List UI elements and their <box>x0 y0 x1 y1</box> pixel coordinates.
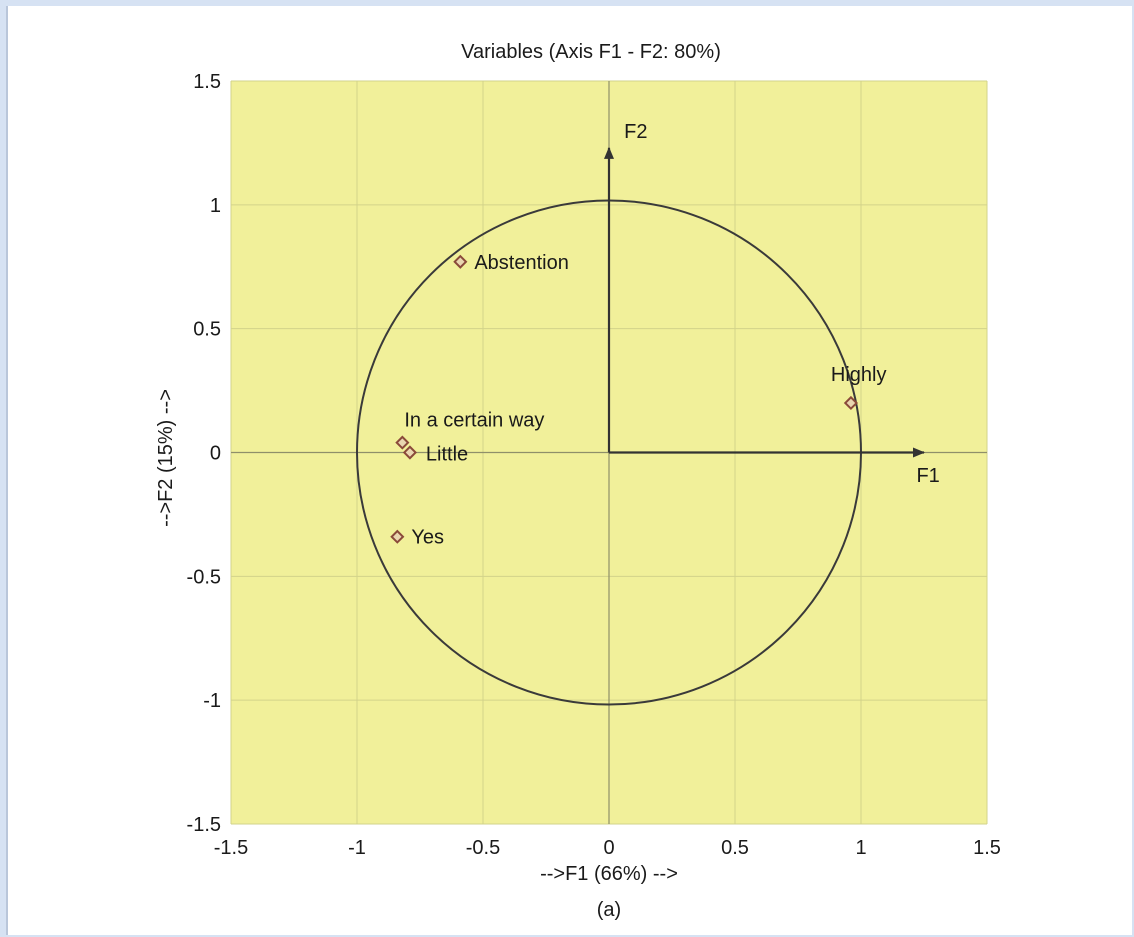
figure-caption: (a) <box>597 899 621 921</box>
y-tick-label: -0.5 <box>187 566 221 588</box>
figure-frame: F1 F2 -1.5 -1 -0.5 0 0.5 1 1.5 1.5 1 0.5 0 -0.5 -1 -1… <box>6 6 1132 935</box>
y-tick-label: 0 <box>210 443 221 465</box>
tick-labels: -1.5 -1 -0.5 0 0.5 1 1.5 1.5 1 0.5 0 -0.5 -1 -1.5 <box>187 71 1001 859</box>
data-point-marker <box>395 435 410 450</box>
data-point-marker <box>390 529 405 544</box>
data-point-label: In a certain way <box>404 410 544 432</box>
y-tick-label: -1 <box>203 690 221 712</box>
x-tick-label: 1.5 <box>973 837 1001 859</box>
correlation-circle-chart: F1 F2 -1.5 -1 -0.5 0 0.5 1 1.51.510.50-0.5-1-1… <box>155 41 1001 921</box>
x-axis-label: -->F1 (66%) --> <box>540 863 678 885</box>
y-tick-label: 1 <box>210 195 221 217</box>
x-tick-label: -1 <box>348 837 366 859</box>
y-tick-label: 0.5 <box>193 319 221 341</box>
data-point-marker <box>843 395 858 411</box>
data-point-label: Highly <box>831 364 887 386</box>
x-tick-label: 0.5 <box>721 837 749 859</box>
x-tick-label: 0 <box>603 837 614 859</box>
data-point-marker <box>453 254 468 269</box>
data-point-label: Yes <box>411 527 444 549</box>
axis-arrows: F1 F2 <box>604 121 940 487</box>
y-tick-label: -1.5 <box>187 814 221 836</box>
f1-arrow-label: F1 <box>916 465 939 487</box>
x-tick-label: -1.5 <box>214 837 248 859</box>
f2-arrow-label: F2 <box>624 121 647 143</box>
y-axis-label: -->F2 (15%) --> <box>155 389 177 527</box>
y-tick-label: 1.5 <box>193 71 221 93</box>
data-point-marker <box>402 445 417 460</box>
data-point-label: Little <box>426 444 468 466</box>
data-points: Abstention Highly In a certain way Little Ye… <box>390 252 887 549</box>
data-point-label: Abstention <box>474 252 569 274</box>
chart-title: Variables (Axis F1 - F2: 80%) <box>461 41 721 63</box>
x-tick-label: 1 <box>855 837 866 859</box>
x-tick-label: -0.5 <box>466 837 500 859</box>
